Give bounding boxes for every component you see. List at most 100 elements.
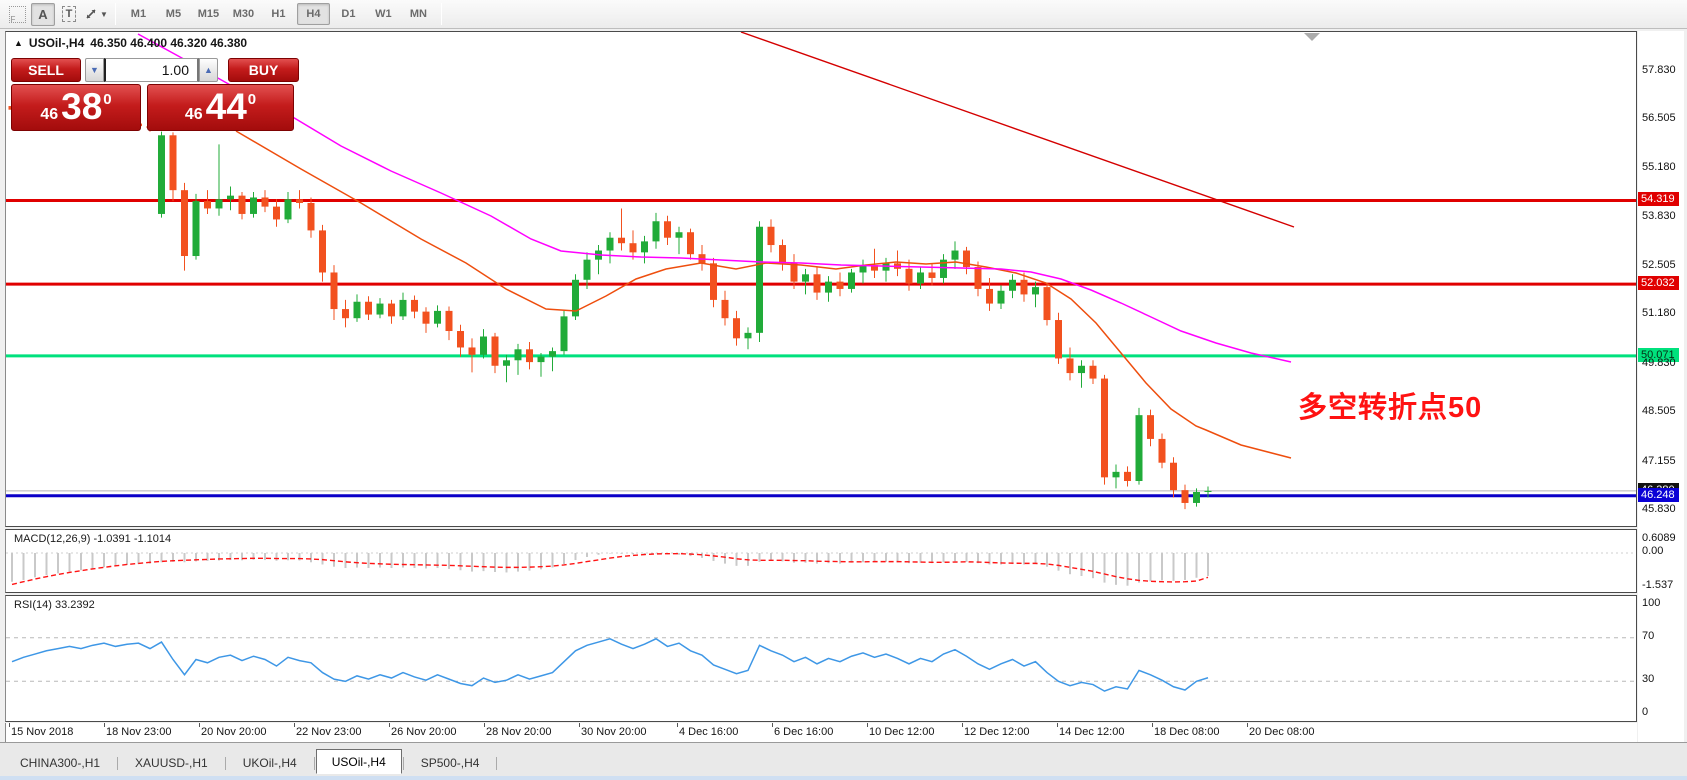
time-axis-label: 4 Dec 16:00: [679, 726, 739, 738]
sell-price-small: 46: [40, 106, 59, 123]
grid-f-icon: [8, 5, 26, 24]
scroll-marker-icon: [1304, 33, 1320, 41]
chart-annotation-text: 多空转折点50: [1298, 392, 1483, 424]
timeframe-button-m1[interactable]: M1: [130, 8, 147, 20]
chart-tab-ukoilh4[interactable]: UKOil-,H4: [242, 756, 297, 770]
price-axis[interactable]: 57.830 56.505 55.180 54.319 53.830 52.505 52.0…: [1638, 31, 1684, 742]
toolbar-separator: [440, 3, 442, 25]
rsi-axis-label: 30: [1642, 673, 1655, 686]
tab-separator: [117, 757, 119, 770]
volume-input[interactable]: [104, 58, 199, 82]
time-axis-label: 22 Nov 23:00: [296, 726, 362, 738]
tab-separator: [496, 757, 498, 770]
price-axis-label: 47.155: [1642, 454, 1676, 467]
price-axis-label: 55.180: [1642, 160, 1676, 173]
rsi-axis-label: 70: [1642, 629, 1655, 642]
time-axis-label: 18 Nov 23:00: [106, 726, 172, 738]
cursor-mode-label: A: [38, 6, 48, 22]
timeframe-button-w1[interactable]: W1: [375, 8, 392, 20]
time-tick: [1247, 723, 1248, 727]
buy-price-big: 44: [205, 86, 247, 127]
object-tool-button[interactable]: ▼: [83, 3, 109, 26]
time-axis-label: 18 Dec 08:00: [1154, 726, 1220, 738]
rsi-label: RSI(14) 33.2392: [14, 599, 95, 611]
timeframe-button-m30[interactable]: M30: [232, 8, 255, 20]
sell-price-sup: 0: [103, 91, 112, 108]
text-label-button[interactable]: T: [57, 3, 81, 26]
time-axis-label: 6 Dec 16:00: [774, 726, 834, 738]
sell-price-big: 38: [61, 86, 103, 127]
time-axis-label: 15 Nov 2018: [11, 726, 74, 738]
time-axis-label: 12 Dec 12:00: [964, 726, 1030, 738]
timeframe-button-m15[interactable]: M15: [197, 8, 220, 20]
price-axis-label: 45.830: [1642, 502, 1676, 515]
macd-indicator-panel[interactable]: MACD(12,26,9) -1.0391 -1.1014: [5, 529, 1637, 593]
time-tick: [579, 723, 580, 727]
chart-symbol: USOil-,H4: [28, 36, 85, 50]
buy-price-sup: 0: [247, 91, 257, 108]
macd-axis-label: 0.6089: [1642, 531, 1676, 544]
time-tick: [9, 723, 10, 727]
price-axis-label: 52.505: [1642, 258, 1676, 271]
timeframe-button-h4[interactable]: H4: [296, 3, 330, 25]
chart-ohlc-values: 46.350 46.400 46.320 46.380: [90, 36, 248, 50]
time-axis-label: 28 Nov 20:00: [486, 726, 552, 738]
window-bottom-edge: [0, 776, 1687, 780]
price-axis-label: 57.830: [1642, 64, 1676, 76]
time-axis[interactable]: 15 Nov 2018 18 Nov 23:00 20 Nov 20:00 22 No…: [5, 723, 1637, 742]
price-chart-panel[interactable]: ▲ USOil-,H4 46.350 46.400 46.320 46.380 …: [5, 31, 1637, 527]
text-label-icon: T: [61, 6, 77, 22]
toolbar: A T ▼ M1 M5 M15 M30 H1 H4 D1 W1 MN: [0, 0, 1687, 29]
time-tick: [772, 723, 773, 727]
tab-separator: [313, 757, 315, 770]
indicators-grid-button[interactable]: [5, 3, 29, 26]
buy-price-small: 46: [184, 106, 203, 123]
chart-tab-usoilh4[interactable]: USOil-,H4: [315, 749, 402, 774]
timeframe-button-d1[interactable]: D1: [341, 8, 356, 20]
chart-ohlc-header: ▲ USOil-,H4 46.350 46.400 46.320 46.380: [14, 36, 247, 50]
tab-separator: [402, 757, 404, 770]
timeframe-button-h1[interactable]: H1: [271, 8, 286, 20]
macd-axis-label: 0.00: [1642, 545, 1664, 557]
time-axis-label: 10 Dec 12:00: [869, 726, 935, 738]
price-chart-canvas: [6, 32, 1636, 510]
price-axis-label: 53.830: [1642, 210, 1676, 223]
time-axis-label: 14 Dec 12:00: [1059, 726, 1125, 738]
chevron-down-icon: ▼: [100, 9, 108, 19]
time-tick: [677, 723, 678, 727]
time-axis-label: 30 Nov 20:00: [581, 726, 647, 738]
macd-axis-label: -1.537: [1642, 578, 1674, 591]
price-axis-label: 50.071: [1638, 347, 1679, 362]
timeframe-button-m5[interactable]: M5: [165, 8, 182, 20]
price-axis-label: 56.505: [1642, 112, 1676, 125]
volume-decrease-button[interactable]: ▼: [85, 58, 104, 82]
timeframe-buttons: M1 M5 M15 M30 H1 H4 D1 W1 MN: [121, 3, 436, 25]
time-tick: [199, 723, 200, 727]
rsi-axis-label: 100: [1642, 597, 1661, 609]
time-axis-label: 26 Nov 20:00: [391, 726, 457, 738]
macd-label: MACD(12,26,9) -1.0391 -1.1014: [14, 533, 172, 545]
buy-button[interactable]: BUY: [228, 58, 299, 82]
rsi-canvas: [6, 637, 1636, 692]
buy-price-button[interactable]: 46 44 0: [147, 84, 294, 131]
chart-tab-china300h1[interactable]: CHINA300-,H1: [20, 756, 101, 770]
volume-increase-button[interactable]: ▲: [199, 58, 218, 82]
price-axis-label: 46.248: [1638, 487, 1679, 502]
time-axis-label: 20 Dec 08:00: [1249, 726, 1315, 738]
cursor-mode-button[interactable]: A: [31, 2, 55, 26]
timeframe-button-mn[interactable]: MN: [409, 8, 427, 20]
time-tick: [962, 723, 963, 727]
chart-tab-sp500h4[interactable]: SP500-,H4: [420, 756, 480, 770]
time-tick: [1152, 723, 1153, 727]
sell-price-button[interactable]: 46 38 0: [11, 84, 141, 131]
sell-button[interactable]: SELL: [11, 58, 81, 82]
time-tick: [389, 723, 390, 727]
rsi-indicator-panel[interactable]: RSI(14) 33.2392: [5, 595, 1637, 722]
chart-tab-xauusdh1[interactable]: XAUUSD-,H1: [135, 756, 208, 770]
time-tick: [1057, 723, 1058, 727]
price-axis-label: 51.180: [1642, 307, 1676, 320]
time-tick: [104, 723, 105, 727]
time-axis-label: 20 Nov 20:00: [201, 726, 267, 738]
